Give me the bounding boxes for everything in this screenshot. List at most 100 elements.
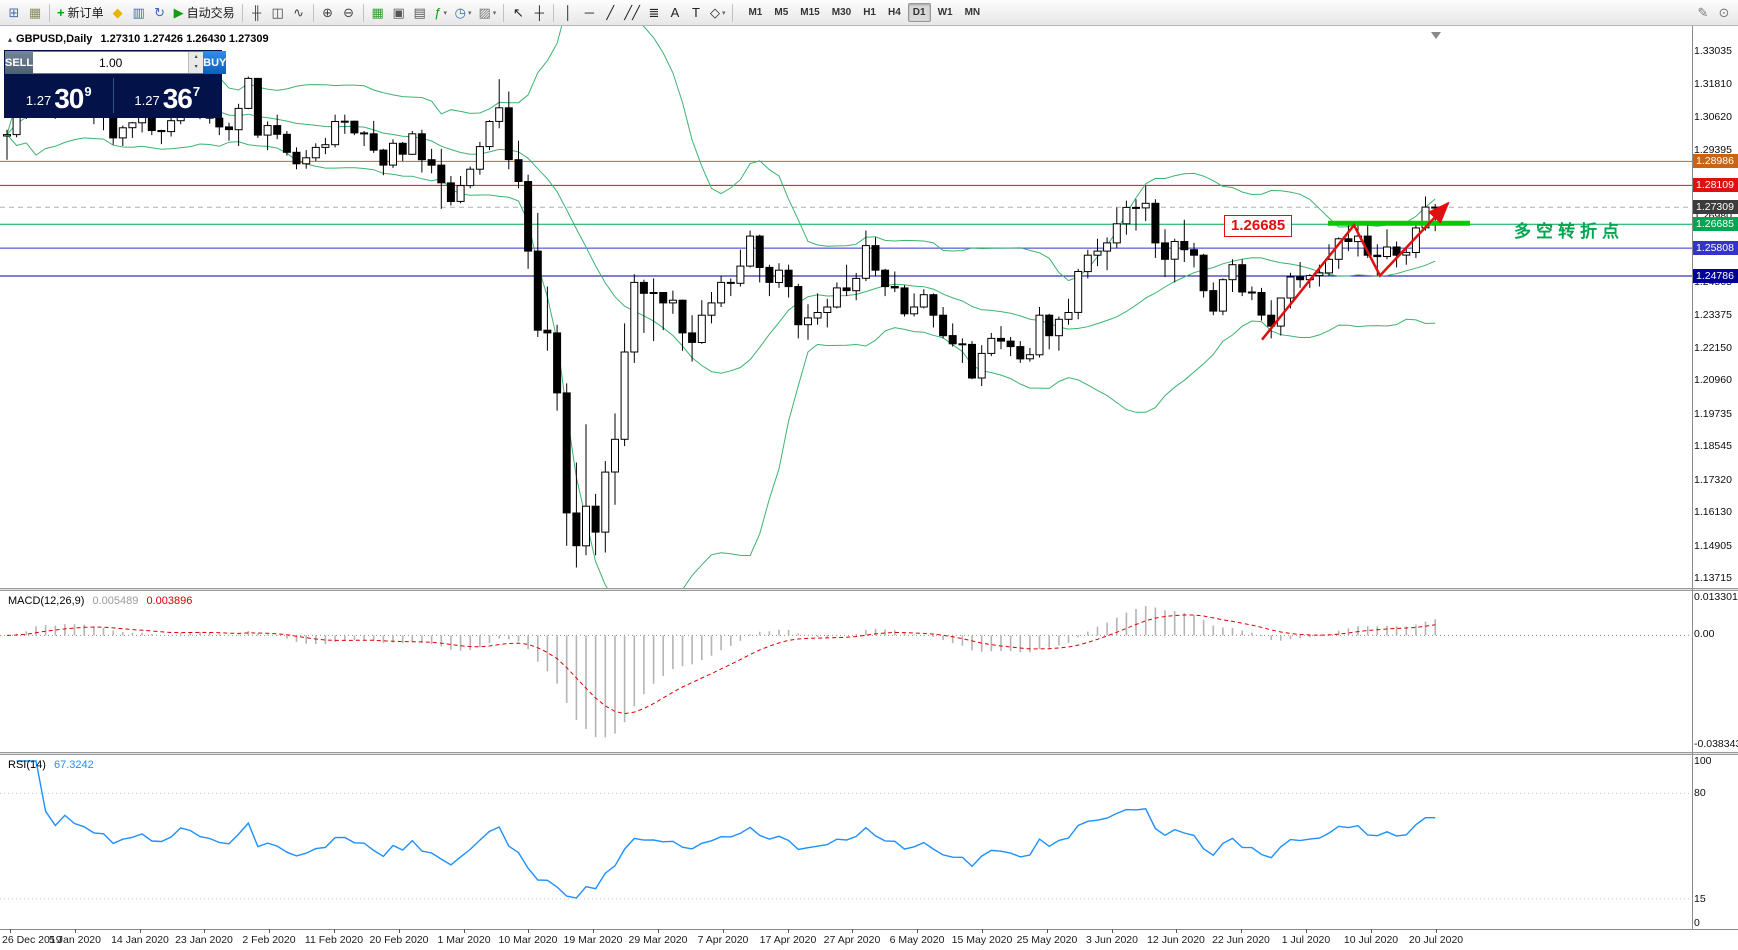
chart-shift-marker[interactable] — [1431, 32, 1441, 39]
sell-price[interactable]: 1.27 30 9 — [5, 74, 113, 117]
trend-arrow[interactable] — [1261, 201, 1450, 341]
date-label[interactable]: 22 Jun 2020 — [1212, 934, 1270, 946]
rsi-canvas[interactable] — [0, 755, 1738, 929]
date-label[interactable]: 10 Jul 2020 — [1343, 934, 1399, 946]
bollinger-middle-band[interactable] — [6, 100, 1436, 374]
date-label[interactable]: 10 Mar 2020 — [498, 934, 558, 946]
search-icon[interactable]: ⊙ — [1714, 3, 1734, 23]
time-axis-tick — [140, 929, 141, 933]
date-label[interactable]: 7 Apr 2020 — [697, 934, 749, 946]
window-separator[interactable] — [0, 752, 1738, 755]
toolbar-separator — [732, 3, 734, 22]
timeframe-m30[interactable]: M30 — [831, 7, 852, 18]
date-label[interactable]: 14 Jan 2020 — [111, 934, 169, 946]
cascade-windows-icon[interactable]: ▤ — [410, 3, 430, 23]
date-label[interactable]: 2 Feb 2020 — [242, 934, 296, 946]
time-axis-tick — [917, 929, 918, 933]
line-chart-icon[interactable]: ∿ — [289, 3, 309, 23]
edit-icon[interactable]: ✎ — [1693, 3, 1713, 23]
timeframe-m5[interactable]: M5 — [774, 7, 789, 18]
price-axis-label: 1.13715 — [1694, 572, 1732, 584]
text-label-icon[interactable]: T — [686, 3, 706, 23]
date-label[interactable]: 19 Mar 2020 — [563, 934, 623, 946]
toolbar-separator — [312, 3, 314, 22]
date-label[interactable]: 6 May 2020 — [889, 934, 945, 946]
price-flag-annotation[interactable]: 1.26685 — [1224, 215, 1293, 237]
equidistant-channel-icon[interactable]: ╱╱ — [621, 3, 643, 23]
zoom-out-icon[interactable]: ⊖ — [339, 3, 359, 23]
rsi-indicator-label: RSI(14) 67.3242 — [8, 759, 94, 771]
new-window-icon[interactable]: ▣ — [389, 3, 409, 23]
fibonacci-icon[interactable]: ≣ — [644, 3, 664, 23]
buy-price-big: 36 — [162, 83, 193, 114]
volume-up-icon[interactable]: ▴ — [194, 53, 198, 60]
timeframe-d1[interactable]: D1 — [907, 3, 931, 22]
date-label[interactable]: 3 Jun 2020 — [1086, 934, 1138, 946]
trendline-icon[interactable]: ╱ — [600, 3, 620, 23]
zoom-in-icon[interactable]: ⊕ — [318, 3, 338, 23]
date-label[interactable]: 26 Dec 2019 — [2, 934, 62, 946]
refresh-icon[interactable]: ↻ — [150, 3, 170, 23]
buy-button[interactable]: BUY — [203, 51, 227, 74]
sell-button[interactable]: SELL — [5, 51, 34, 74]
periods-icon[interactable]: ◷ ▾ — [452, 3, 475, 23]
timeframe-m1[interactable]: M1 — [748, 7, 763, 18]
candlestick-chart-icon[interactable]: ◫ — [268, 3, 288, 23]
autotrading-button[interactable]: ▶ 自动交易 — [171, 3, 238, 23]
bollinger-lower-band[interactable] — [6, 134, 1436, 588]
cursor-icon[interactable]: ↖ — [508, 3, 528, 23]
date-label[interactable]: 23 Jan 2020 — [175, 934, 233, 946]
date-label[interactable]: 17 Apr 2020 — [759, 934, 817, 946]
market-watch-icon[interactable]: ▥ — [129, 3, 149, 23]
crosshair-icon[interactable]: ┼ — [529, 3, 549, 23]
metaeditor-icon[interactable]: ◆ — [108, 3, 128, 23]
chart-profiles-icon: ▦ — [28, 5, 42, 20]
timeframe-h1[interactable]: H1 — [863, 7, 876, 18]
text-icon[interactable]: A — [665, 3, 685, 23]
chart-profiles-icon[interactable]: ▦ — [25, 3, 45, 23]
date-label[interactable]: 15 May 2020 — [951, 934, 1013, 946]
time-axis-tick — [658, 929, 659, 933]
bar-chart-icon[interactable]: ╫ — [247, 3, 267, 23]
dropdown-arrow-icon[interactable]: ▾ — [443, 9, 447, 17]
date-label[interactable]: 20 Feb 2020 — [369, 934, 429, 946]
date-label[interactable]: 1 Jul 2020 — [1281, 934, 1331, 946]
window-separator[interactable] — [0, 588, 1738, 591]
horizontal-line-icon[interactable]: ─ — [579, 3, 599, 23]
date-label[interactable]: 11 Feb 2020 — [304, 934, 364, 946]
templates-icon[interactable]: ▨ ▾ — [475, 3, 499, 23]
macd-canvas[interactable] — [0, 591, 1738, 752]
timeframe-m15[interactable]: M15 — [800, 7, 820, 18]
date-label[interactable]: 29 Mar 2020 — [628, 934, 688, 946]
timeframe-mn[interactable]: MN — [964, 7, 981, 18]
date-label[interactable]: 1 Mar 2020 — [437, 934, 491, 946]
vertical-line-icon[interactable]: │ — [558, 3, 578, 23]
new-chart-icon[interactable]: ⊞ — [4, 3, 24, 23]
note-text-annotation[interactable]: 多空转折点 — [1514, 222, 1624, 241]
date-label[interactable]: 12 Jun 2020 — [1147, 934, 1205, 946]
price-axis-label: 1.22150 — [1694, 342, 1732, 354]
time-axis-tick — [464, 929, 465, 933]
volume-input[interactable] — [33, 52, 189, 73]
arrows-icon[interactable]: ◇ ▾ — [707, 3, 729, 23]
date-label[interactable]: 5 Jan 2020 — [49, 934, 101, 946]
dropdown-arrow-icon[interactable]: ▾ — [721, 9, 726, 17]
date-label[interactable]: 27 Apr 2020 — [823, 934, 881, 946]
candles-layer[interactable] — [3, 61, 1440, 568]
tile-windows-icon[interactable]: ▦ — [368, 3, 388, 23]
buy-price[interactable]: 1.27 36 7 — [114, 74, 222, 117]
time-axis-tick — [982, 929, 983, 933]
timeframe-h4[interactable]: H4 — [887, 7, 901, 18]
date-label[interactable]: 25 May 2020 — [1016, 934, 1078, 946]
new-order-button[interactable]: + 新订单 — [54, 3, 107, 23]
volume-down-icon[interactable]: ▾ — [194, 64, 198, 71]
date-label[interactable]: 20 Jul 2020 — [1408, 934, 1464, 946]
rsi-axis-label: 0 — [1694, 917, 1700, 929]
timeframe-w1[interactable]: W1 — [937, 7, 953, 18]
toolbar-separator — [49, 3, 50, 22]
dropdown-arrow-icon[interactable]: ▾ — [492, 9, 497, 17]
main-chart-canvas[interactable] — [0, 26, 1738, 588]
dropdown-arrow-icon[interactable]: ▾ — [467, 9, 472, 17]
indicators-icon[interactable]: ƒ ▾ — [431, 3, 451, 23]
zoom-in-icon: ⊕ — [322, 5, 334, 20]
